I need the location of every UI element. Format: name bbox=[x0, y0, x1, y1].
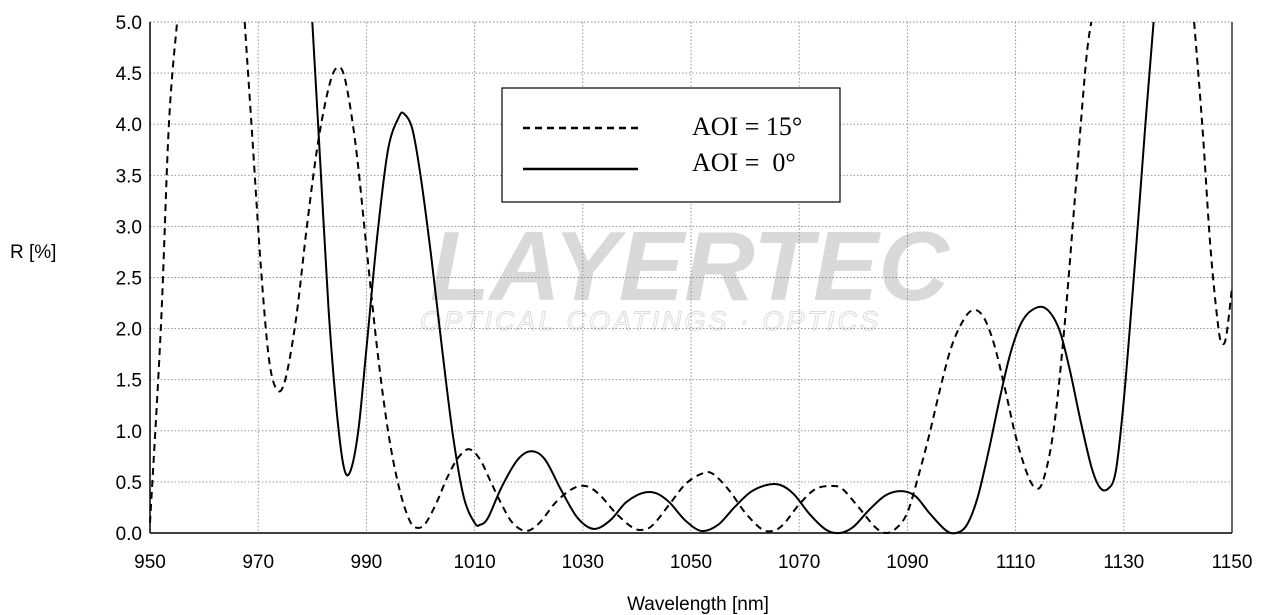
x-tick-label: 1150 bbox=[1212, 552, 1253, 573]
x-axis-label: Wavelength [nm] bbox=[627, 594, 769, 615]
y-tick-label: 3.0 bbox=[116, 217, 142, 238]
series-aoi-15-line bbox=[149, 21, 179, 523]
watermark-brand: LAYERTEC bbox=[430, 211, 950, 321]
y-tick-label: 0.5 bbox=[116, 473, 142, 494]
y-tick-label: 1.5 bbox=[116, 371, 142, 392]
y-tick-label: 2.0 bbox=[116, 320, 142, 341]
series-aoi-15-line bbox=[243, 21, 1093, 535]
y-tick-label: 0.0 bbox=[116, 524, 142, 545]
legend-box bbox=[501, 87, 841, 203]
x-tick-label: 1090 bbox=[886, 552, 928, 573]
y-axis-label: R [%] bbox=[10, 242, 56, 263]
y-tick-label: 5.0 bbox=[116, 13, 142, 34]
x-tick-label: 990 bbox=[351, 552, 383, 573]
watermark-tagline: OPTICAL COATINGS · OPTICS bbox=[420, 306, 881, 336]
series-aoi-0-line bbox=[311, 21, 1155, 535]
legend-label-aoi-15: AOI = 15° bbox=[692, 112, 802, 141]
x-tick-label: 950 bbox=[134, 552, 166, 573]
y-tick-label: 2.5 bbox=[116, 269, 142, 290]
series-aoi-15-line bbox=[1193, 21, 1233, 346]
x-tick-label: 1030 bbox=[562, 552, 604, 573]
legend: AOI = 15° AOI = 0° bbox=[501, 87, 841, 203]
y-tick-label: 4.5 bbox=[116, 64, 142, 85]
y-tick-label: 3.5 bbox=[116, 166, 142, 187]
x-tick-label: 970 bbox=[242, 552, 274, 573]
axes bbox=[149, 22, 1233, 534]
tick-labels: 950 970 990 1010 1030 1050 1070 1090 1110 1130 115… bbox=[116, 13, 1253, 573]
x-tick-label: 1070 bbox=[778, 552, 820, 573]
x-tick-label: 1010 bbox=[453, 552, 495, 573]
watermark: LAYERTEC OPTICAL COATINGS · OPTICS bbox=[420, 211, 951, 337]
y-tick-label: 1.0 bbox=[116, 422, 142, 443]
legend-label-aoi-0: AOI = 0° bbox=[692, 148, 796, 177]
x-tick-label: 1130 bbox=[1103, 552, 1144, 573]
y-tick-label: 4.0 bbox=[116, 115, 142, 136]
series-group bbox=[149, 21, 1233, 535]
x-tick-label: 1110 bbox=[996, 552, 1035, 573]
x-tick-label: 1050 bbox=[670, 552, 712, 573]
